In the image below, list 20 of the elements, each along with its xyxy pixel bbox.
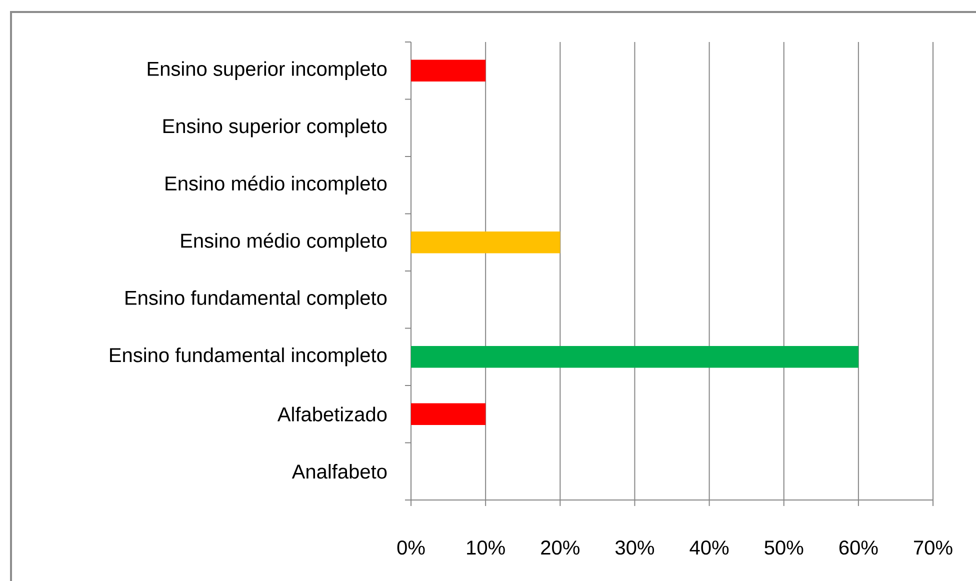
y-tick-label: Ensino médio completo xyxy=(181,232,387,252)
y-tick-label: Ensino médio incompleto xyxy=(166,176,387,195)
x-tick-label: 10% xyxy=(467,540,505,555)
y-tick-label: Alfabetizado xyxy=(277,406,387,422)
x-tick-label: 30% xyxy=(615,540,654,555)
y-tick-label: Ensino fundamental incompleto xyxy=(110,348,387,366)
y-tick-label: Ensino superior completo xyxy=(163,118,387,138)
y-tick-label: Ensino fundamental completo xyxy=(126,290,387,309)
bar xyxy=(411,346,858,368)
x-tick-label: 0% xyxy=(397,540,425,555)
y-tick-label: Ensino superior incompleto xyxy=(148,61,387,80)
bar xyxy=(411,403,486,425)
x-tick-label: 50% xyxy=(764,540,804,555)
x-tick-label: 70% xyxy=(914,540,952,555)
y-tick-label: Analfabeto xyxy=(292,464,387,479)
x-tick-label: 20% xyxy=(541,540,580,555)
x-tick-label: 60% xyxy=(839,540,878,555)
bar xyxy=(411,231,560,254)
bar xyxy=(411,60,486,82)
x-tick-label: 40% xyxy=(690,540,729,555)
